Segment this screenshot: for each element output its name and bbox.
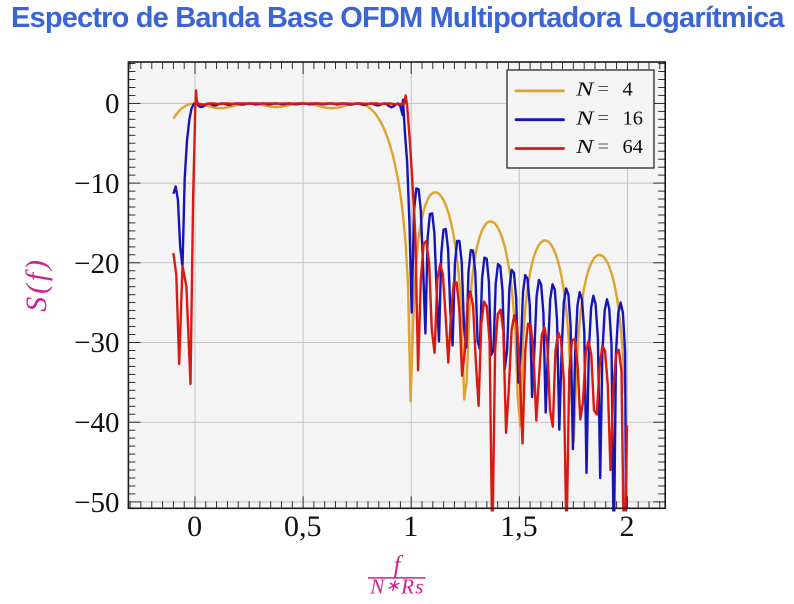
svg-text:1,5: 1,5 (500, 510, 538, 543)
svg-text:N: N (575, 107, 595, 129)
svg-text:0: 0 (105, 88, 120, 120)
svg-text:−40: −40 (74, 407, 119, 439)
svg-text:N∗Rs: N∗Rs (369, 575, 424, 599)
svg-text:0: 0 (187, 510, 202, 543)
svg-text:4: 4 (623, 79, 633, 101)
svg-text:−20: −20 (74, 248, 119, 280)
svg-text:=: = (598, 79, 610, 101)
svg-text:16: 16 (623, 107, 644, 129)
svg-text:S(f): S(f) (20, 257, 53, 312)
svg-text:N: N (575, 79, 595, 101)
svg-text:−10: −10 (74, 168, 119, 200)
svg-text:2: 2 (620, 510, 635, 543)
svg-text:1: 1 (403, 510, 418, 543)
svg-text:−50: −50 (74, 487, 119, 519)
svg-text:−30: −30 (74, 327, 119, 359)
svg-text:f: f (394, 552, 404, 579)
svg-text:64: 64 (623, 136, 644, 158)
svg-text:0,5: 0,5 (284, 510, 322, 543)
svg-text:=: = (598, 136, 610, 158)
svg-text:=: = (598, 107, 610, 129)
svg-text:N: N (575, 136, 595, 158)
